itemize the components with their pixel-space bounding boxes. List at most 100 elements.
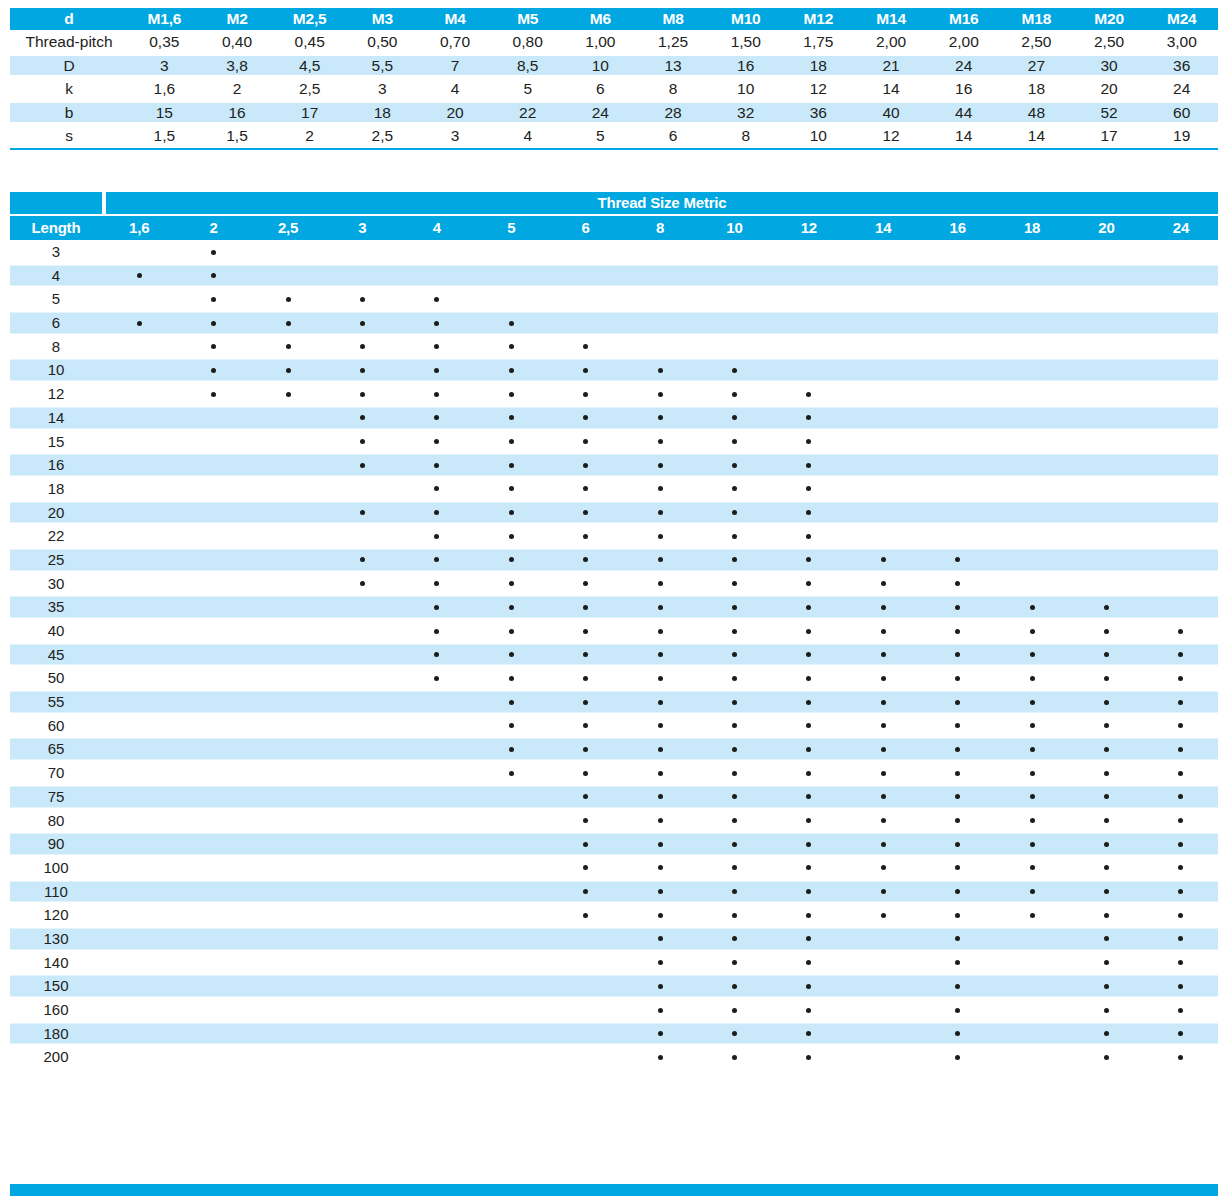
availability-dot <box>583 557 588 562</box>
availability-cell <box>400 430 474 454</box>
dim-value-cell: 28 <box>637 101 710 125</box>
availability-dot <box>1178 889 1183 894</box>
availability-cell <box>102 430 176 454</box>
dim-value-cell: 18 <box>1000 77 1073 101</box>
availability-dot <box>1104 865 1109 870</box>
dim-value-cell: 4 <box>491 124 564 148</box>
availability-cell <box>846 572 920 596</box>
availability-cell <box>623 430 697 454</box>
availability-cell <box>623 406 697 430</box>
availability-cell <box>102 951 176 975</box>
availability-dot <box>211 368 216 373</box>
availability-cell <box>474 240 548 264</box>
dim-value-cell: 16 <box>927 77 1000 101</box>
availability-cell <box>176 430 250 454</box>
availability-cell <box>697 809 771 833</box>
availability-row: 35 <box>10 595 1218 619</box>
dim-value-cell: 20 <box>419 101 492 125</box>
availability-cell <box>920 809 994 833</box>
dim-value-cell: 8 <box>637 77 710 101</box>
availability-cell <box>1069 761 1143 785</box>
availability-cell <box>846 785 920 809</box>
availability-cell <box>251 382 325 406</box>
availability-cell <box>102 358 176 382</box>
availability-dot <box>583 794 588 799</box>
availability-cell <box>772 737 846 761</box>
availability-dot <box>360 415 365 420</box>
availability-dot <box>955 889 960 894</box>
availability-cell <box>548 974 622 998</box>
dimensions-corner-label: d <box>10 8 128 30</box>
dim-value-cell: 2,5 <box>346 124 419 148</box>
availability-cell <box>772 690 846 714</box>
dim-value-cell: 0,80 <box>491 30 564 54</box>
availability-cell <box>474 998 548 1022</box>
availability-cell <box>474 643 548 667</box>
availability-cell <box>1144 619 1218 643</box>
availability-dot <box>658 723 663 728</box>
availability-dot <box>286 368 291 373</box>
dim-value-cell: 0,35 <box>128 30 201 54</box>
availability-dot <box>211 250 216 255</box>
availability-cell <box>1144 1045 1218 1069</box>
availability-cell <box>102 880 176 904</box>
availability-cell <box>325 382 399 406</box>
availability-cell <box>772 809 846 833</box>
availability-dot <box>509 510 514 515</box>
availability-dot <box>806 747 811 752</box>
availability-dot <box>583 439 588 444</box>
size-col-header: 3 <box>325 216 399 240</box>
availability-cell <box>474 477 548 501</box>
availability-row: 20 <box>10 501 1218 525</box>
availability-row: 10 <box>10 358 1218 382</box>
length-cell: 50 <box>10 666 102 690</box>
availability-cell <box>474 548 548 572</box>
availability-cell <box>474 832 548 856</box>
availability-dot <box>1030 723 1035 728</box>
availability-cell <box>251 785 325 809</box>
availability-cell <box>920 595 994 619</box>
availability-dot <box>360 344 365 349</box>
availability-cell <box>995 548 1069 572</box>
dim-value-cell: 8,5 <box>491 54 564 78</box>
availability-cell <box>400 1045 474 1069</box>
availability-cell <box>400 311 474 335</box>
availability-dot <box>658 368 663 373</box>
availability-cell <box>846 974 920 998</box>
availability-cell <box>846 951 920 975</box>
dim-value-cell: 5,5 <box>346 54 419 78</box>
availability-cell <box>697 690 771 714</box>
availability-cell <box>474 951 548 975</box>
availability-cell <box>920 761 994 785</box>
availability-cell <box>400 927 474 951</box>
availability-dot <box>583 723 588 728</box>
dim-value-cell: 15 <box>128 101 201 125</box>
dim-value-cell: 18 <box>346 101 419 125</box>
availability-dot <box>732 771 737 776</box>
availability-cell <box>548 1022 622 1046</box>
availability-cell <box>995 477 1069 501</box>
availability-dot <box>434 486 439 491</box>
availability-cell <box>1069 666 1143 690</box>
availability-row: 14 <box>10 406 1218 430</box>
availability-dot <box>806 534 811 539</box>
availability-cell <box>623 311 697 335</box>
availability-cell <box>251 761 325 785</box>
availability-cell <box>102 666 176 690</box>
availability-cell <box>697 974 771 998</box>
availability-dot <box>881 865 886 870</box>
length-cell: 160 <box>10 998 102 1022</box>
availability-row: 150 <box>10 974 1218 998</box>
availability-cell <box>474 737 548 761</box>
availability-cell <box>176 501 250 525</box>
availability-cell <box>1069 690 1143 714</box>
availability-dot <box>583 652 588 657</box>
availability-cell <box>697 453 771 477</box>
availability-cell <box>400 287 474 311</box>
availability-dot <box>658 676 663 681</box>
availability-cell <box>697 501 771 525</box>
dim-value-cell: 24 <box>564 101 637 125</box>
availability-cell <box>176 690 250 714</box>
availability-dot <box>658 439 663 444</box>
availability-cell <box>176 1045 250 1069</box>
